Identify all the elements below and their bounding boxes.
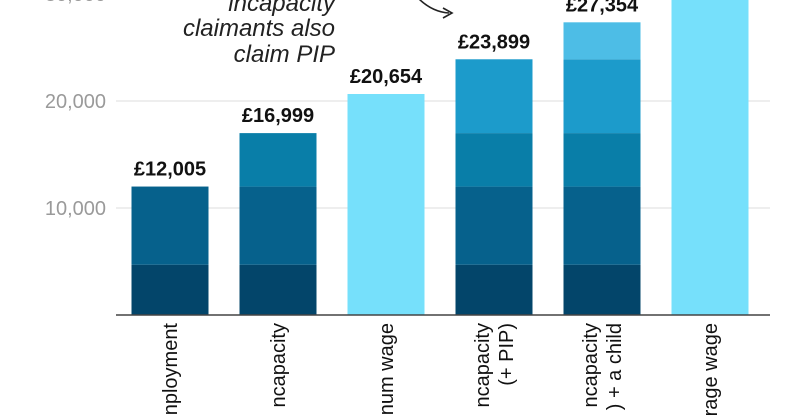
bar-3-segment-1 bbox=[455, 186, 533, 265]
annotation-line-2: claimants also bbox=[182, 15, 335, 42]
y-tick-label-1: 20,000 bbox=[45, 91, 106, 113]
x-tick-label-5-line-0: rage wage bbox=[700, 323, 722, 416]
y-tick-label-2: 30,000 bbox=[45, 0, 106, 6]
bar-3-segment-0 bbox=[455, 264, 533, 315]
ticks-layer: 10,000 20,000 30,000 bbox=[45, 0, 770, 316]
bar-3-segment-2 bbox=[455, 133, 533, 187]
annotation-arrowhead bbox=[442, 7, 454, 19]
bar-0-total-label: £12,005 bbox=[134, 159, 206, 181]
x-tick-label-3-line-1: (+ PIP) bbox=[496, 323, 518, 386]
bar-1-segment-1 bbox=[239, 186, 317, 265]
bar-4-segment-0 bbox=[563, 264, 641, 315]
bar-0-segment-0 bbox=[131, 264, 209, 315]
bar-3-total-label: £23,899 bbox=[458, 31, 530, 53]
bar-1-segment-0 bbox=[239, 264, 317, 315]
labels-layer: £12,005 nployment £16,999 ncapacity £20,654 n… bbox=[134, 0, 722, 416]
bar-3-segment-3 bbox=[455, 59, 533, 134]
bar-4-total-label: £27,354 bbox=[566, 0, 639, 16]
bar-4-segment-4 bbox=[563, 22, 641, 60]
x-tick-label-1-line-0: ncapacity bbox=[268, 323, 290, 408]
bar-1-total-label: £16,999 bbox=[242, 105, 314, 127]
bar-2-segment-0 bbox=[347, 94, 425, 315]
bar-2-total-label: £20,654 bbox=[350, 66, 423, 88]
annotation-line-1: incapacity bbox=[228, 0, 335, 17]
bar-4-segment-3 bbox=[563, 59, 641, 134]
bar-4-segment-1 bbox=[563, 186, 641, 265]
x-tick-label-3-line-0: ncapacity bbox=[472, 323, 494, 408]
annotation-line-3: claim PIP bbox=[233, 41, 335, 68]
x-tick-label-2-line-0: num wage bbox=[376, 323, 398, 415]
y-tick-label-0: 10,000 bbox=[45, 198, 106, 220]
x-tick-label-4-line-1: ) + a child bbox=[604, 323, 626, 410]
x-tick-label-4-line-0: ncapacity bbox=[580, 323, 602, 408]
grid-layer bbox=[116, 100, 770, 209]
bars-layer bbox=[131, 0, 749, 316]
bar-0-segment-1 bbox=[131, 186, 209, 265]
annotation-arrow bbox=[418, 0, 450, 14]
bar-5-segment-0 bbox=[671, 0, 749, 316]
x-tick-label-0-line-0: nployment bbox=[160, 323, 182, 416]
bar-1-segment-2 bbox=[239, 133, 317, 187]
bar-4-segment-2 bbox=[563, 133, 641, 187]
